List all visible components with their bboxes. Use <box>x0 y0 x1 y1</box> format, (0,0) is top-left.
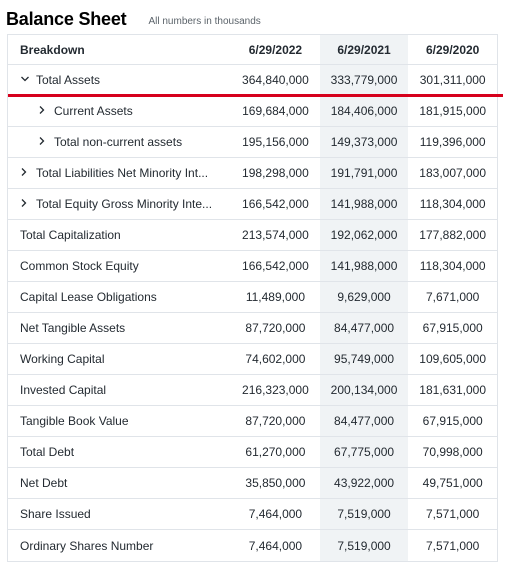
cell-value: 35,850,000 <box>245 476 306 490</box>
cell-value: 184,406,000 <box>319 96 409 126</box>
row-label: Total Debt <box>20 445 75 459</box>
cell-value: 166,542,000 <box>242 259 309 273</box>
cell-value: 7,571,000 <box>425 538 480 553</box>
cell-value: 200,134,000 <box>319 375 409 405</box>
balance-sheet-table: Breakdown 6/29/2022 6/29/2021 6/29/2020 … <box>7 34 503 562</box>
cell-value: 61,270,000 <box>245 445 306 459</box>
row-label[interactable]: Total Assets <box>8 65 231 95</box>
cell-value: 43,922,000 <box>319 468 409 498</box>
table-row-net-tangible-assets: Net Tangible Assets 87,720,000 84,477,00… <box>8 313 497 344</box>
row-label[interactable]: Total non-current assets <box>8 127 231 157</box>
cell-value: 198,298,000 <box>242 166 309 180</box>
cell-value: 183,007,000 <box>419 166 487 180</box>
cell-value: 109,605,000 <box>419 352 487 366</box>
cell-value: 333,779,000 <box>319 65 409 95</box>
row-label: Tangible Book Value <box>20 414 129 428</box>
page-title: Balance Sheet <box>6 9 127 29</box>
table-row-invested-capital: Invested Capital 216,323,000 200,134,000… <box>8 375 497 406</box>
cell-value: 181,915,000 <box>419 104 487 118</box>
chevron-right-icon[interactable] <box>38 105 48 118</box>
cell-value: 84,477,000 <box>319 313 409 343</box>
column-header-breakdown: Breakdown <box>20 42 85 57</box>
row-label-text: Total Assets <box>36 73 101 87</box>
table-row-common-stock-equity: Common Stock Equity 166,542,000 141,988,… <box>8 251 497 282</box>
column-header-2021[interactable]: 6/29/2021 <box>319 35 409 64</box>
section-header: Balance Sheet All numbers in thousands <box>6 6 261 30</box>
cell-value: 118,304,000 <box>419 197 486 211</box>
cell-value: 84,477,000 <box>319 406 409 436</box>
table-row-tangible-book-value: Tangible Book Value 87,720,000 84,477,00… <box>8 406 497 437</box>
table-row-working-capital: Working Capital 74,602,000 95,749,000 10… <box>8 344 497 375</box>
cell-value: 166,542,000 <box>242 197 309 211</box>
row-label[interactable]: Total Equity Gross Minority Inte... <box>8 189 231 219</box>
table-row-total-equity[interactable]: Total Equity Gross Minority Inte... 166,… <box>8 189 497 220</box>
cell-value: 149,373,000 <box>319 127 409 157</box>
cell-value: 95,749,000 <box>319 344 409 374</box>
cell-value: 70,998,000 <box>422 445 483 459</box>
cell-value: 74,602,000 <box>245 352 306 366</box>
row-label: Working Capital <box>20 352 105 366</box>
row-label: Total Capitalization <box>20 228 121 242</box>
table-row-current-assets[interactable]: Current Assets 169,684,000 184,406,000 1… <box>8 96 497 127</box>
cell-value: 213,574,000 <box>242 228 309 242</box>
column-header-2020[interactable]: 6/29/2020 <box>425 42 480 57</box>
table-row-net-debt: Net Debt 35,850,000 43,922,000 49,751,00… <box>8 468 497 499</box>
cell-value: 7,671,000 <box>425 290 480 304</box>
cell-value: 118,304,000 <box>419 259 486 273</box>
row-label: Common Stock Equity <box>20 259 139 273</box>
row-label: Invested Capital <box>20 383 107 397</box>
table-row-total-non-current-assets[interactable]: Total non-current assets 195,156,000 149… <box>8 127 497 158</box>
cell-value: 11,489,000 <box>245 290 305 304</box>
row-label: Capital Lease Obligations <box>20 290 157 304</box>
row-label[interactable]: Total Liabilities Net Minority Int... <box>8 158 231 188</box>
cell-value: 141,988,000 <box>319 189 409 219</box>
cell-value: 7,571,000 <box>425 507 480 521</box>
table-row-ordinary-shares-number: Ordinary Shares Number 7,464,000 7,519,0… <box>8 530 497 561</box>
cell-value: 364,840,000 <box>242 73 309 87</box>
table-header-row: Breakdown 6/29/2022 6/29/2021 6/29/2020 <box>8 35 497 65</box>
row-label-text: Total Equity Gross Minority Inte... <box>36 197 213 211</box>
chevron-right-icon[interactable] <box>20 167 30 180</box>
table-row-total-capitalization: Total Capitalization 213,574,000 192,062… <box>8 220 497 251</box>
table-row-total-assets[interactable]: Total Assets 364,840,000 333,779,000 301… <box>8 65 503 97</box>
cell-value: 192,062,000 <box>319 220 409 250</box>
row-label-text: Current Assets <box>54 104 133 118</box>
cell-value: 301,311,000 <box>419 73 486 87</box>
row-label[interactable]: Current Assets <box>8 96 231 126</box>
chevron-right-icon[interactable] <box>38 136 48 149</box>
chevron-down-icon[interactable] <box>20 74 32 87</box>
cell-value: 9,629,000 <box>319 282 409 312</box>
table-row-total-debt: Total Debt 61,270,000 67,775,000 70,998,… <box>8 437 497 468</box>
row-label: Ordinary Shares Number <box>20 538 154 553</box>
cell-value: 7,519,000 <box>319 530 409 561</box>
cell-value: 87,720,000 <box>245 414 306 428</box>
cell-value: 7,519,000 <box>319 499 409 529</box>
cell-value: 141,988,000 <box>319 251 409 281</box>
cell-value: 67,915,000 <box>422 321 483 335</box>
chevron-right-icon[interactable] <box>20 198 30 211</box>
table-row-share-issued: Share Issued 7,464,000 7,519,000 7,571,0… <box>8 499 497 530</box>
units-note: All numbers in thousands <box>148 16 261 27</box>
cell-value: 67,775,000 <box>319 437 409 467</box>
table-row-capital-lease-obligations: Capital Lease Obligations 11,489,000 9,6… <box>8 282 497 313</box>
cell-value: 195,156,000 <box>242 135 309 149</box>
row-label: Net Debt <box>20 476 68 490</box>
cell-value: 7,464,000 <box>248 538 303 553</box>
cell-value: 191,791,000 <box>319 158 409 188</box>
cell-value: 119,396,000 <box>419 135 486 149</box>
row-label-text: Total non-current assets <box>54 135 183 149</box>
cell-value: 181,631,000 <box>419 383 487 397</box>
row-label: Net Tangible Assets <box>20 321 126 335</box>
row-label: Share Issued <box>20 507 91 521</box>
row-label-text: Total Liabilities Net Minority Int... <box>36 166 209 180</box>
cell-value: 216,323,000 <box>242 383 309 397</box>
cell-value: 7,464,000 <box>248 507 303 521</box>
cell-value: 177,882,000 <box>419 228 487 242</box>
cell-value: 169,684,000 <box>242 104 309 118</box>
table-row-total-liabilities[interactable]: Total Liabilities Net Minority Int... 19… <box>8 158 497 189</box>
cell-value: 87,720,000 <box>245 321 306 335</box>
cell-value: 67,915,000 <box>422 414 483 428</box>
cell-value: 49,751,000 <box>422 476 483 490</box>
column-header-2022[interactable]: 6/29/2022 <box>248 42 303 57</box>
